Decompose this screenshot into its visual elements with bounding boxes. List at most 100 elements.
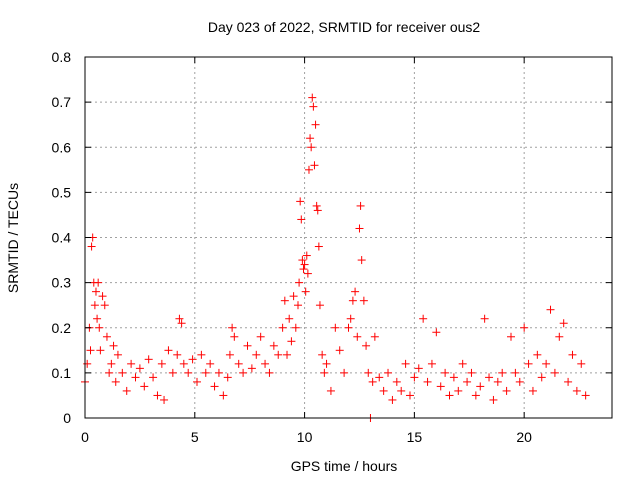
- data-point: [184, 368, 193, 377]
- data-point: [285, 314, 294, 323]
- data-point: [312, 201, 321, 210]
- data-point: [93, 314, 102, 323]
- data-point: [210, 382, 219, 391]
- data-point: [550, 368, 559, 377]
- data-point: [90, 301, 99, 310]
- data-point: [219, 391, 228, 400]
- data-point: [310, 161, 319, 170]
- data-point: [298, 256, 307, 265]
- data-point: [364, 368, 373, 377]
- data-point: [356, 201, 365, 210]
- data-point: [520, 323, 529, 332]
- data-point: [140, 382, 149, 391]
- data-point: [359, 296, 368, 305]
- data-point: [555, 332, 564, 341]
- y-tick-label: 0.1: [52, 365, 72, 381]
- data-point: [297, 215, 306, 224]
- data-point: [353, 332, 362, 341]
- data-point: [201, 368, 210, 377]
- data-point: [351, 287, 360, 296]
- data-point: [280, 296, 289, 305]
- data-point: [362, 341, 371, 350]
- data-point: [228, 323, 237, 332]
- data-point: [177, 319, 186, 328]
- data-point: [109, 341, 118, 350]
- data-point: [375, 373, 384, 382]
- data-point: [223, 373, 232, 382]
- y-tick-label: 0.3: [52, 275, 72, 291]
- data-point: [131, 373, 140, 382]
- data-point: [87, 242, 96, 251]
- data-point: [581, 391, 590, 400]
- data-point: [410, 373, 419, 382]
- data-point: [388, 395, 397, 404]
- data-point: [144, 355, 153, 364]
- data-point: [192, 377, 201, 386]
- data-point: [454, 386, 463, 395]
- data-point: [300, 260, 309, 269]
- data-point: [206, 359, 215, 368]
- data-point: [307, 143, 316, 152]
- data-point: [489, 395, 498, 404]
- data-point: [568, 350, 577, 359]
- data-point: [335, 346, 344, 355]
- data-point: [293, 301, 302, 310]
- data-point: [397, 386, 406, 395]
- data-point: [546, 305, 555, 314]
- data-point: [86, 346, 95, 355]
- data-point: [577, 359, 586, 368]
- x-tick-label: 15: [407, 429, 423, 445]
- data-point: [304, 165, 313, 174]
- data-point: [326, 386, 335, 395]
- y-tick-label: 0.5: [52, 184, 72, 200]
- data-point: [458, 359, 467, 368]
- data-point: [506, 332, 515, 341]
- data-point: [392, 377, 401, 386]
- data-point: [302, 251, 311, 260]
- data-point: [283, 350, 292, 359]
- data-point: [303, 269, 312, 278]
- x-tick-label: 0: [81, 429, 89, 445]
- data-point: [384, 368, 393, 377]
- x-tick-label: 10: [297, 429, 313, 445]
- data-point: [188, 355, 197, 364]
- data-point: [480, 314, 489, 323]
- data-layer: [81, 93, 590, 422]
- data-point: [102, 332, 111, 341]
- data-point: [269, 341, 278, 350]
- data-point: [348, 296, 357, 305]
- data-point: [153, 391, 162, 400]
- data-point: [528, 386, 537, 395]
- data-point: [252, 350, 261, 359]
- y-tick-label: 0.4: [52, 230, 72, 246]
- data-point: [463, 377, 472, 386]
- data-point: [502, 386, 511, 395]
- data-point: [306, 134, 315, 143]
- data-point: [313, 206, 322, 215]
- data-point: [287, 337, 296, 346]
- y-tick-label: 0.8: [52, 49, 72, 65]
- data-point: [296, 197, 305, 206]
- data-point: [261, 359, 270, 368]
- data-point: [118, 368, 127, 377]
- data-point: [445, 391, 454, 400]
- data-point: [127, 359, 136, 368]
- data-point: [314, 242, 323, 251]
- data-point: [265, 368, 274, 377]
- data-point: [299, 265, 308, 274]
- data-point: [485, 373, 494, 382]
- x-axis-label: GPS time / hours: [291, 458, 398, 474]
- y-tick-label: 0: [63, 410, 71, 426]
- data-point: [100, 301, 109, 310]
- data-point: [278, 323, 287, 332]
- data-point: [274, 350, 283, 359]
- data-point: [111, 377, 120, 386]
- data-point: [113, 350, 122, 359]
- data-point: [247, 364, 256, 373]
- data-point: [197, 350, 206, 359]
- data-point: [96, 346, 105, 355]
- data-point: [471, 391, 480, 400]
- data-point: [564, 377, 573, 386]
- data-point: [436, 382, 445, 391]
- data-point: [355, 224, 364, 233]
